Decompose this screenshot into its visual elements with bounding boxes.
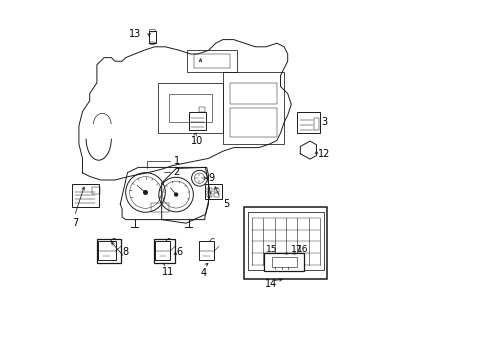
Bar	[151, 203, 168, 212]
Bar	[72, 184, 99, 207]
Bar	[264, 253, 303, 271]
Bar	[194, 54, 230, 68]
Bar	[155, 241, 170, 261]
Text: 10: 10	[191, 136, 203, 147]
Bar	[244, 207, 326, 279]
Bar	[168, 94, 212, 122]
Bar	[213, 193, 219, 197]
Text: ∧: ∧	[197, 58, 202, 63]
Bar	[98, 241, 116, 261]
Text: 14: 14	[265, 279, 277, 289]
Text: 6: 6	[177, 247, 183, 257]
Text: 13: 13	[129, 29, 141, 39]
Circle shape	[174, 193, 177, 196]
Bar	[199, 241, 214, 261]
Bar	[97, 239, 121, 263]
Text: 12: 12	[317, 149, 329, 159]
Bar	[230, 83, 276, 104]
Text: 1: 1	[173, 156, 179, 166]
Circle shape	[143, 191, 147, 194]
Text: 16: 16	[297, 245, 308, 253]
Bar	[186, 50, 237, 72]
Bar	[149, 31, 155, 43]
Bar	[206, 193, 212, 197]
Bar	[230, 108, 276, 137]
Bar	[271, 257, 296, 267]
Text: 15: 15	[265, 245, 277, 253]
Bar	[206, 188, 212, 192]
Bar	[199, 107, 204, 112]
Text: 4: 4	[200, 268, 206, 278]
Bar	[188, 112, 205, 130]
Bar	[223, 72, 284, 144]
Text: 7: 7	[72, 218, 78, 228]
Bar	[158, 83, 223, 133]
Text: 3: 3	[321, 117, 327, 127]
Text: 9: 9	[208, 173, 214, 183]
Text: 5: 5	[223, 199, 229, 210]
Text: 2: 2	[173, 167, 180, 177]
Text: 11: 11	[162, 267, 174, 277]
Bar	[296, 112, 320, 133]
Bar	[213, 188, 219, 192]
Bar	[204, 184, 222, 199]
Bar	[313, 118, 319, 130]
Text: 8: 8	[122, 247, 129, 257]
Bar	[153, 239, 175, 263]
Bar	[92, 187, 99, 194]
Bar	[247, 212, 323, 270]
Text: 17: 17	[291, 245, 302, 253]
